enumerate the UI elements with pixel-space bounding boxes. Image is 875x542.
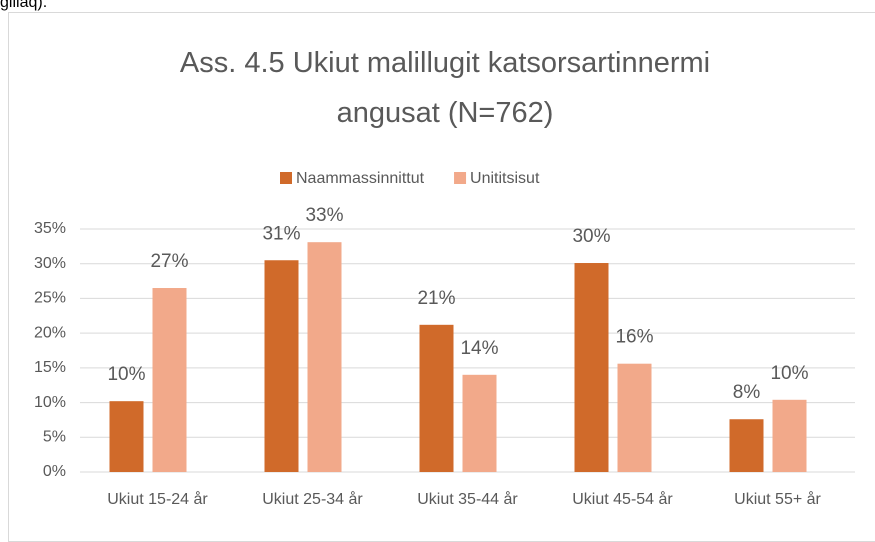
- y-tick-label: 35%: [34, 220, 66, 237]
- y-tick-label: 15%: [34, 359, 66, 376]
- chart: 0% 5% 10% 15% 20% 25% 30% 35% Naammassinnittut Un…: [34, 170, 855, 508]
- bar: [307, 242, 342, 472]
- value-label: 27%: [150, 251, 188, 272]
- x-tick-label: Ukiut 25-34 år: [262, 490, 363, 508]
- y-tick-label: 5%: [43, 429, 66, 446]
- legend-swatch: [280, 172, 292, 184]
- value-label: 8%: [733, 382, 761, 403]
- bar: [574, 263, 609, 472]
- bar: [152, 288, 187, 472]
- x-tick-label: Ukiut 15-24 år: [107, 490, 208, 508]
- value-label: 16%: [615, 327, 653, 348]
- value-label: 10%: [107, 364, 145, 385]
- y-tick-label: 25%: [34, 290, 66, 307]
- x-tick-label: Ukiut 45-54 år: [572, 490, 673, 508]
- bar: [772, 399, 807, 472]
- value-label: 30%: [572, 226, 610, 247]
- value-label: 31%: [262, 223, 300, 244]
- bar: [109, 401, 144, 472]
- legend-label: Unititsisut: [470, 170, 540, 187]
- legend-swatch: [454, 172, 467, 184]
- y-tick-label: 10%: [34, 394, 66, 411]
- legend-label: Naammassinnittut: [296, 170, 425, 187]
- value-label: 21%: [417, 288, 455, 309]
- bar: [617, 363, 652, 472]
- y-tick-label: 30%: [34, 255, 66, 272]
- value-label: 14%: [460, 338, 498, 359]
- y-tick-label: 0%: [43, 463, 66, 480]
- bar: [419, 324, 454, 472]
- y-tick-label: 20%: [34, 324, 66, 341]
- chart-title: Ass. 4.5 Ukiut malillugit katsorsartinne…: [179, 47, 711, 129]
- bar: [729, 419, 764, 472]
- x-tick-label: Ukiut 55+ år: [734, 490, 821, 508]
- page-text-fragment: giliaq).: [0, 0, 48, 11]
- value-label: 33%: [305, 205, 343, 226]
- x-tick-label: Ukiut 35-44 år: [417, 490, 518, 508]
- bar: [264, 260, 299, 472]
- value-label: 10%: [770, 363, 808, 384]
- bar: [462, 374, 497, 472]
